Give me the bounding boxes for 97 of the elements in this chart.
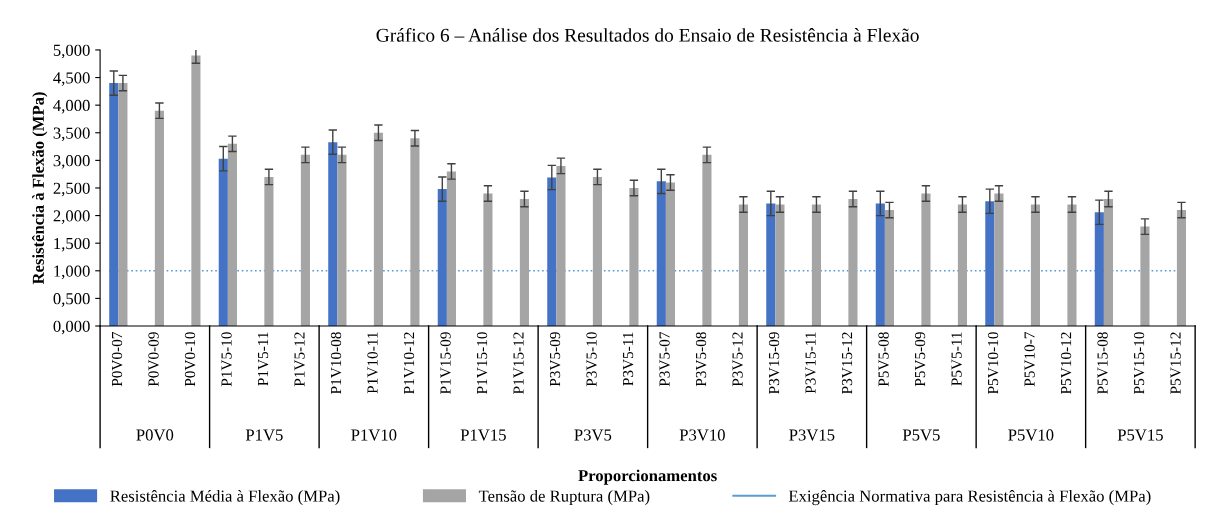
text: P5V10	[1008, 429, 1054, 441]
y-tick-label: 0,000	[53, 320, 90, 335]
bar	[848, 199, 858, 326]
y-tick-label: 3,000	[53, 155, 90, 169]
bar	[1030, 204, 1041, 326]
x-tick-label: P5V5-09	[914, 332, 926, 387]
bar	[592, 176, 602, 326]
text: P1V15	[460, 429, 506, 441]
text: P3V5	[574, 429, 612, 441]
bar	[437, 189, 447, 326]
text: P5V5	[902, 429, 940, 441]
x-tick-label: P1V10-11	[367, 332, 378, 394]
x-tick-label: P5V10-12	[1060, 332, 1072, 394]
y-tick-label: 4,500	[53, 72, 90, 86]
bar	[656, 181, 666, 326]
bar	[738, 204, 748, 326]
bar	[702, 154, 712, 326]
x-tick-label: P3V5-12	[732, 332, 743, 387]
bar	[1067, 204, 1077, 326]
bar	[556, 165, 566, 326]
bar	[766, 203, 776, 326]
bar	[410, 138, 420, 326]
text: P0V0	[136, 429, 174, 441]
x-tick-label: P1V15-09	[440, 332, 451, 394]
text: P3V15	[789, 429, 835, 441]
x-tick-label: P0V0-09	[148, 332, 159, 387]
x-tick-label: P3V5-08	[695, 332, 707, 387]
x-tick-label: P5V10-7	[1024, 331, 1035, 387]
text: P1V10	[351, 429, 397, 441]
text: P5V15	[1117, 429, 1163, 441]
bar	[994, 193, 1004, 326]
x-tick-label: P1V15-12	[513, 332, 524, 394]
bar	[337, 154, 347, 326]
bar	[300, 154, 310, 326]
bar	[629, 187, 639, 326]
x-tick-label: P1V5-11	[257, 332, 269, 386]
x-tick-label: P5V5-08	[878, 332, 889, 387]
x-tick-label: P3V5-07	[659, 331, 670, 387]
legend-label: Exigência Normativa para Resistência à Flexão (MPa)	[788, 489, 1151, 506]
bar	[328, 142, 338, 326]
y-axis-title: Resistência à Flexão (MPa)	[32, 92, 48, 285]
x-axis-title: Proporcionamentos	[578, 469, 717, 485]
chart-title: Gráfico 6 – Análise dos Resultados do Ensaio de Resistência à Flexão	[376, 27, 919, 42]
x-tick-label: P5V15-12	[1170, 332, 1181, 394]
bar	[373, 132, 383, 326]
bar	[483, 193, 493, 326]
x-tick-label: P5V15-08	[1097, 332, 1108, 394]
x-tick-label: P3V15-09	[768, 332, 780, 394]
x-tick-label: P5V5-11	[951, 332, 962, 386]
bar	[118, 83, 128, 326]
bar	[1103, 199, 1114, 326]
bar	[1094, 212, 1104, 326]
bar	[1176, 210, 1187, 326]
text: P1V5	[245, 429, 283, 441]
x-tick-label: P5V15-10	[1133, 332, 1145, 394]
bar	[227, 143, 237, 326]
y-tick-label: 4,000	[53, 99, 90, 114]
x-tick-label: P0V0-07	[111, 331, 123, 387]
x-tick-label: P1V10-12	[403, 332, 415, 394]
legend-label: Resistência Média à Flexão (MPa)	[110, 489, 340, 506]
x-tick-label: P0V0-10	[184, 332, 196, 387]
x-tick-label: P3V5-10	[586, 332, 597, 387]
y-tick-label: 3,500	[53, 127, 90, 142]
y-tick-label: 2,500	[53, 182, 90, 197]
y-tick-label: 5,000	[53, 44, 90, 59]
bar	[519, 199, 529, 326]
x-tick-label: P1V10-08	[330, 332, 342, 394]
x-tick-label: P3V5-11	[622, 332, 634, 386]
x-tick-label: P1V5-12	[294, 332, 305, 387]
bar	[957, 204, 968, 326]
bar	[446, 171, 456, 326]
bar	[264, 176, 274, 326]
y-tick-label: 0,500	[53, 293, 90, 307]
y-tick-label: 2,000	[53, 210, 90, 224]
bar	[775, 204, 785, 326]
bar	[191, 55, 201, 326]
bar	[811, 204, 821, 326]
bar	[154, 110, 164, 326]
y-tick-label: 1,500	[54, 237, 90, 252]
bar	[547, 177, 557, 326]
legend-label: Tensão de Ruptura (MPa)	[478, 489, 650, 506]
text: P3V10	[679, 429, 725, 441]
bar	[1140, 226, 1150, 326]
bar	[218, 158, 228, 326]
bar	[985, 201, 995, 326]
x-tick-label: P1V15-10	[476, 332, 488, 394]
bar	[921, 193, 931, 326]
x-tick-label: P3V5-09	[549, 332, 561, 387]
bar	[884, 210, 895, 326]
x-tick-label: P3V15-11	[805, 332, 816, 394]
x-tick-label: P3V15-12	[841, 332, 853, 394]
bar	[665, 182, 675, 326]
x-tick-label: P5V10-10	[987, 332, 999, 394]
x-tick-label: P1V5-10	[221, 332, 232, 387]
y-tick-label: 1,000	[54, 265, 90, 280]
bar	[109, 83, 119, 326]
bar	[875, 203, 885, 326]
